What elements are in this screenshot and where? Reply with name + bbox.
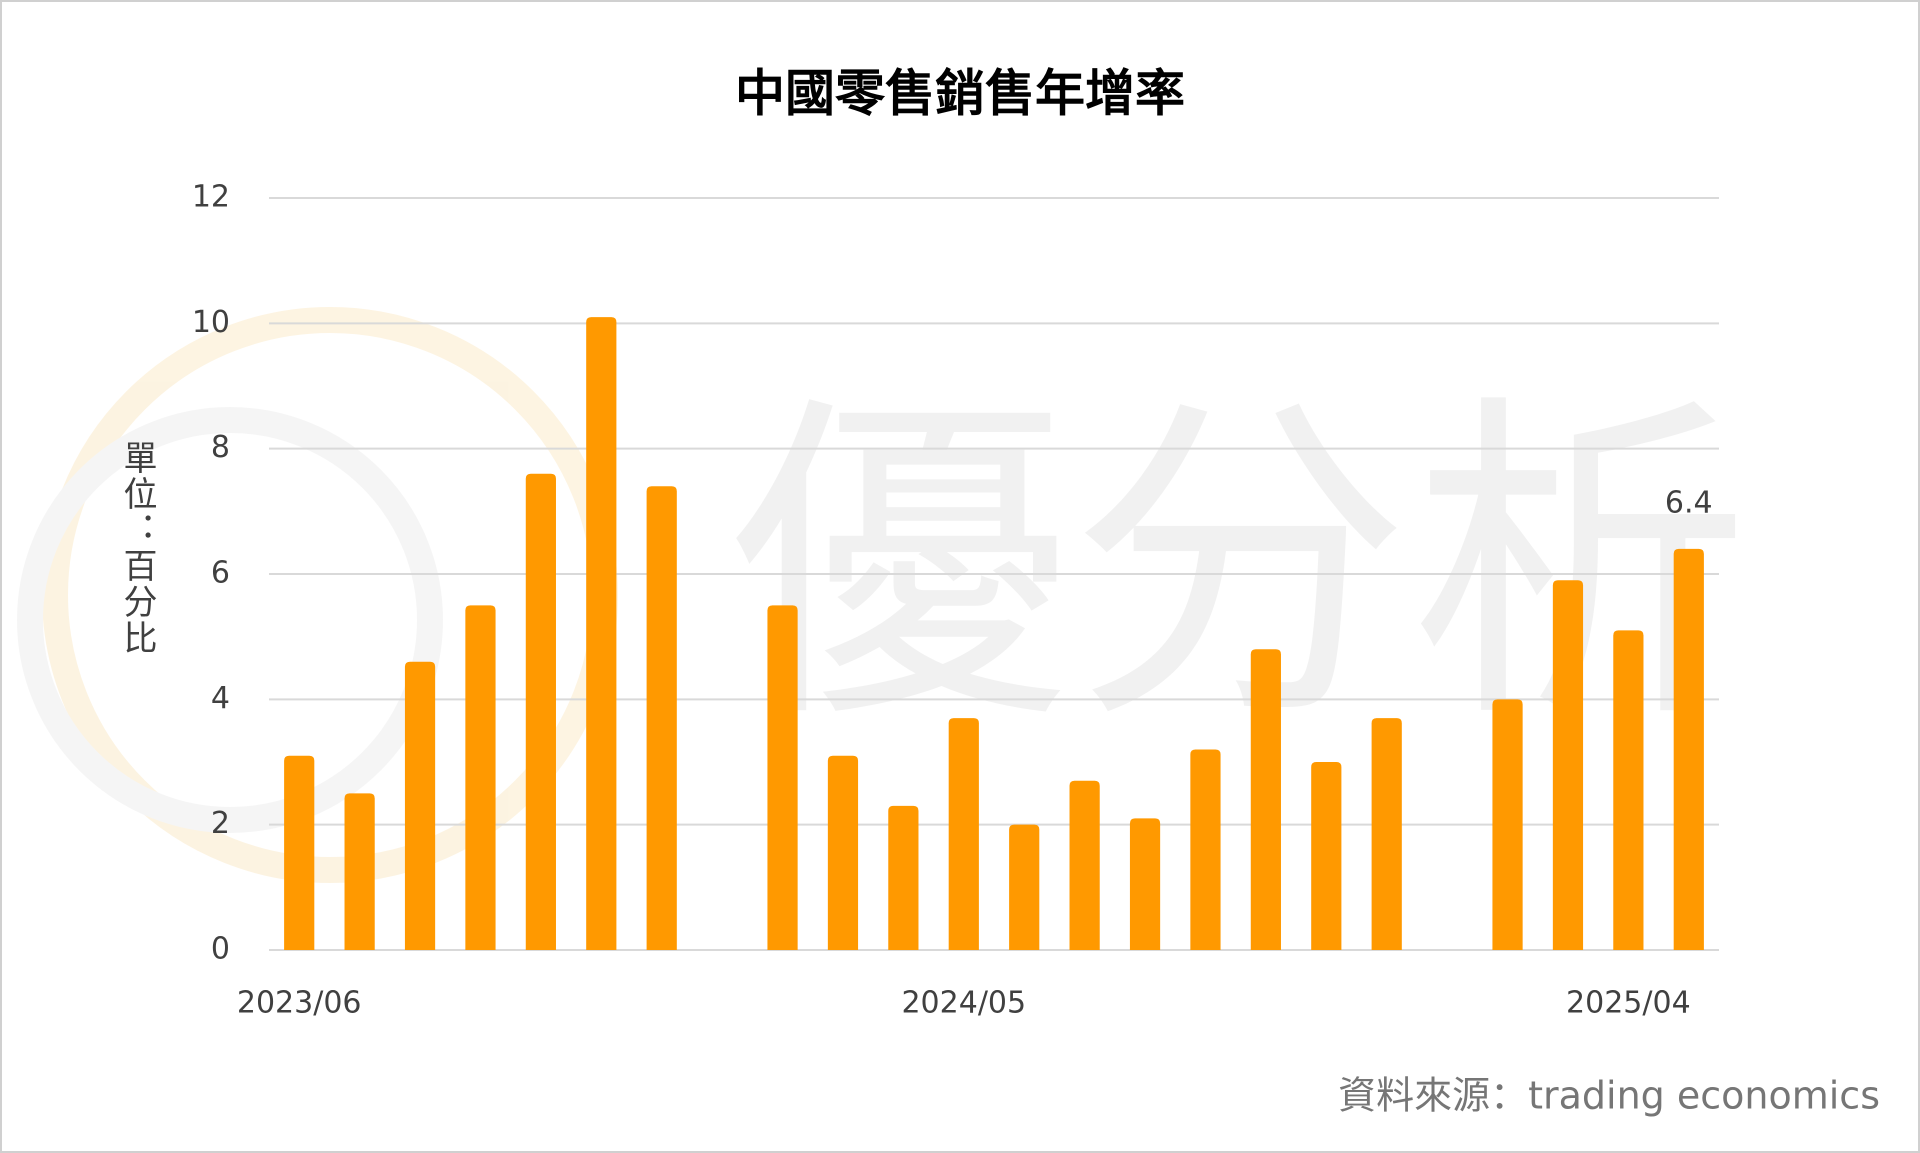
y-tick-label: 12 (192, 180, 230, 215)
y-tick-label: 8 (211, 430, 230, 465)
bar (1552, 580, 1584, 950)
bar (284, 755, 315, 950)
bar (827, 755, 859, 950)
bar (586, 317, 617, 951)
bar (767, 605, 798, 950)
bar (1613, 630, 1644, 950)
bar (1492, 699, 1523, 950)
bar (1069, 780, 1100, 950)
bar (1250, 649, 1281, 950)
bar (344, 793, 375, 950)
x-tick-label: 2024/05 (901, 986, 1026, 1021)
source: 資料來源：trading economics (1338, 1074, 1880, 1118)
bar (1371, 718, 1402, 950)
bar (1009, 824, 1040, 950)
bar (1673, 548, 1704, 950)
bar (404, 661, 436, 950)
y-tick-label: 4 (211, 681, 230, 716)
y-tick-label: 0 (211, 932, 230, 967)
data-label: 6.4 (1665, 485, 1713, 520)
y-axis-label: 單位：百分比 (117, 440, 157, 656)
bar (646, 486, 677, 950)
y-tick-label: 2 (211, 806, 230, 841)
x-tick-label: 2023/06 (237, 986, 362, 1021)
bar (948, 718, 979, 950)
y-tick-label: 10 (192, 305, 230, 340)
bar (1190, 749, 1221, 950)
y-tick-label: 6 (211, 556, 230, 591)
bar (888, 805, 919, 950)
bar (465, 605, 496, 950)
bar (1311, 762, 1342, 950)
watermark: 優分析 (730, 368, 1750, 764)
bar (1129, 818, 1161, 950)
x-tick-label: 2025/04 (1566, 986, 1691, 1021)
bar (525, 473, 556, 950)
chart-title: 中國零售銷售年增率 (735, 65, 1185, 123)
